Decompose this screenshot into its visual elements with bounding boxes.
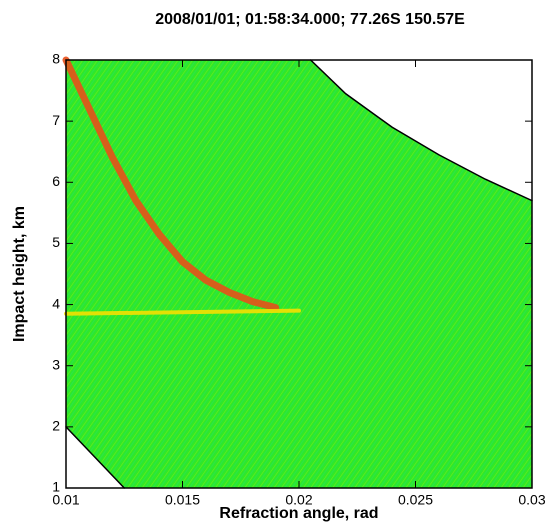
y-tick-label: 8 [52, 51, 60, 67]
x-tick-label: 0.025 [398, 492, 433, 508]
series-line [62, 56, 280, 312]
x-tick-label: 0.02 [285, 492, 312, 508]
y-tick-label: 2 [52, 418, 60, 434]
y-tick-label: 4 [52, 295, 60, 311]
y-tick-label: 1 [52, 479, 60, 495]
series-line [309, 59, 533, 202]
x-axis-label: Refraction angle, rad [219, 505, 378, 522]
x-tick-label: 0.01 [52, 492, 79, 508]
chart-title: 2008/01/01; 01:58:34.000; 77.26S 150.57E [155, 11, 465, 28]
y-tick-label: 5 [52, 234, 60, 250]
series-line [64, 308, 301, 316]
x-tick-label: 0.015 [165, 492, 200, 508]
data-region-texture [66, 60, 532, 488]
y-tick-label: 6 [52, 173, 60, 189]
y-tick-label: 3 [52, 356, 60, 372]
y-tick-label: 7 [52, 112, 60, 128]
series-line [65, 426, 125, 489]
x-tick-label: 0.03 [518, 492, 545, 508]
y-axis-label: Impact height, km [11, 206, 28, 342]
